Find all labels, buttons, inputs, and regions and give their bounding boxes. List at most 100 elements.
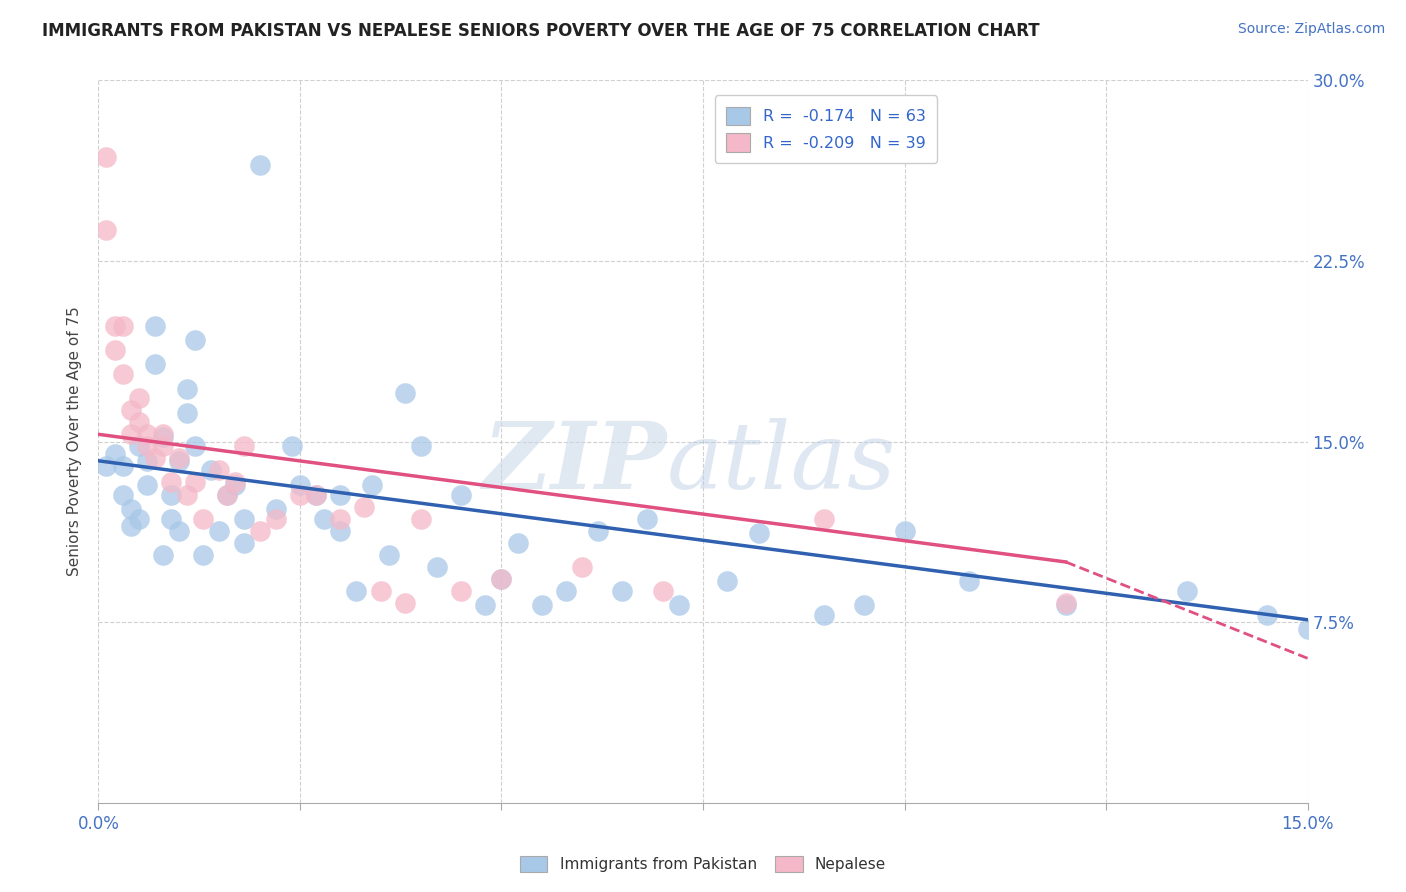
Point <box>224 475 246 490</box>
Point <box>1175 583 1198 598</box>
Y-axis label: Seniors Poverty Over the Age of 75: Seniors Poverty Over the Age of 75 <box>67 307 83 576</box>
Point <box>1256 607 1278 622</box>
Point <box>450 583 472 598</box>
Point <box>394 596 416 610</box>
Point <box>135 454 157 468</box>
Point <box>281 439 304 453</box>
Point <box>120 427 142 442</box>
Point <box>491 572 513 586</box>
Point <box>103 318 125 333</box>
Point <box>176 406 198 420</box>
Point <box>152 439 174 453</box>
Point <box>200 463 222 477</box>
Point <box>232 511 254 525</box>
Point <box>152 427 174 442</box>
Point <box>135 427 157 442</box>
Point <box>143 358 166 372</box>
Point <box>184 334 207 348</box>
Legend: R =  -0.174   N = 63, R =  -0.209   N = 39: R = -0.174 N = 63, R = -0.209 N = 39 <box>714 95 936 162</box>
Point <box>474 599 496 613</box>
Text: Source: ZipAtlas.com: Source: ZipAtlas.com <box>1237 22 1385 37</box>
Legend: Immigrants from Pakistan, Nepalese: Immigrants from Pakistan, Nepalese <box>512 848 894 880</box>
Point <box>668 599 690 613</box>
Point <box>394 386 416 401</box>
Point <box>329 511 352 525</box>
Point <box>651 583 673 598</box>
Point <box>160 487 183 501</box>
Point <box>232 535 254 549</box>
Point <box>1054 596 1077 610</box>
Point <box>586 524 609 538</box>
Point <box>612 583 634 598</box>
Point <box>167 454 190 468</box>
Point <box>143 318 166 333</box>
Point <box>409 439 432 453</box>
Point <box>314 511 336 525</box>
Point <box>893 524 915 538</box>
Point <box>329 487 352 501</box>
Point <box>426 559 449 574</box>
Point <box>409 511 432 525</box>
Point <box>143 451 166 466</box>
Point <box>111 367 134 381</box>
Point <box>353 500 375 514</box>
Point <box>128 391 150 405</box>
Point <box>361 478 384 492</box>
Point <box>120 502 142 516</box>
Point <box>1054 599 1077 613</box>
Point <box>184 475 207 490</box>
Point <box>329 524 352 538</box>
Point <box>111 458 134 473</box>
Point <box>176 382 198 396</box>
Point <box>160 475 183 490</box>
Point <box>111 487 134 501</box>
Point <box>288 487 311 501</box>
Point <box>264 511 287 525</box>
Point <box>96 150 118 164</box>
Point <box>96 458 118 473</box>
Point <box>288 478 311 492</box>
Point <box>193 548 215 562</box>
Point <box>748 526 770 541</box>
Point <box>217 487 239 501</box>
Point <box>957 574 980 589</box>
Point <box>103 343 125 357</box>
Point <box>152 430 174 444</box>
Point <box>377 548 399 562</box>
Point <box>370 583 392 598</box>
Point <box>305 487 328 501</box>
Point <box>152 548 174 562</box>
Point <box>208 524 231 538</box>
Point <box>128 415 150 429</box>
Point <box>111 318 134 333</box>
Point <box>813 511 835 525</box>
Point <box>217 487 239 501</box>
Point <box>224 478 246 492</box>
Point <box>160 511 183 525</box>
Point <box>167 524 190 538</box>
Point <box>813 607 835 622</box>
Point <box>530 599 553 613</box>
Point <box>305 487 328 501</box>
Point <box>176 487 198 501</box>
Point <box>193 511 215 525</box>
Point <box>96 222 118 236</box>
Point <box>128 439 150 453</box>
Point <box>716 574 738 589</box>
Point <box>506 535 529 549</box>
Point <box>249 157 271 171</box>
Point <box>344 583 367 598</box>
Point <box>120 403 142 417</box>
Text: atlas: atlas <box>666 418 896 508</box>
Point <box>167 451 190 466</box>
Point <box>450 487 472 501</box>
Point <box>135 478 157 492</box>
Text: IMMIGRANTS FROM PAKISTAN VS NEPALESE SENIORS POVERTY OVER THE AGE OF 75 CORRELAT: IMMIGRANTS FROM PAKISTAN VS NEPALESE SEN… <box>42 22 1040 40</box>
Point <box>853 599 876 613</box>
Point <box>135 439 157 453</box>
Point <box>491 572 513 586</box>
Point <box>264 502 287 516</box>
Point <box>184 439 207 453</box>
Point <box>636 511 658 525</box>
Point <box>128 511 150 525</box>
